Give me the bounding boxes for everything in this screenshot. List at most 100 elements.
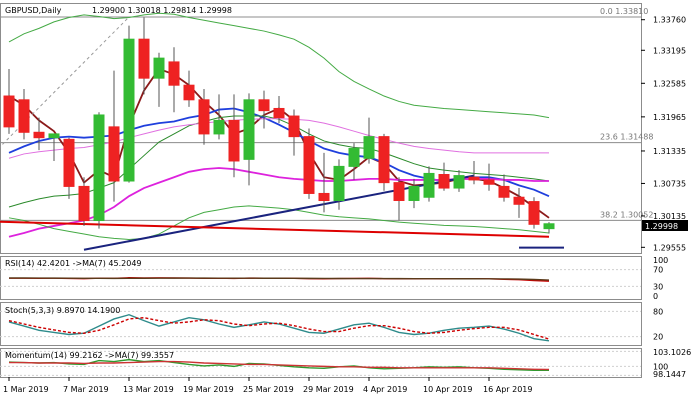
bb-upper-line — [8, 12, 550, 119]
candle — [168, 47, 180, 113]
candle-body — [528, 201, 540, 225]
candle — [108, 70, 120, 202]
candle — [318, 152, 330, 213]
candle-body — [513, 196, 525, 205]
stoch-label: Stoch(5,3,3) 9.8970 14.1900 — [5, 306, 120, 315]
candle — [423, 166, 435, 202]
candle — [18, 88, 30, 140]
candle-body — [273, 107, 285, 119]
candle-body — [78, 185, 90, 222]
candle — [63, 137, 75, 199]
candle — [213, 94, 225, 140]
date-tick-label: 10 Apr 2019 — [423, 385, 472, 394]
candle — [453, 170, 465, 192]
candle-body — [258, 99, 270, 112]
candle-body — [108, 126, 120, 182]
candle-body — [498, 185, 510, 198]
candle-body — [18, 99, 30, 133]
price-tick-label: 1.31335 — [653, 147, 686, 156]
candle-body — [408, 185, 420, 201]
date-tick-label: 25 Mar 2019 — [243, 385, 294, 394]
indicator-tick-label: 103.1026 — [653, 348, 691, 357]
candle-body — [453, 175, 465, 189]
momentum-ma-7--line — [9, 360, 550, 371]
candle-body — [153, 57, 165, 79]
candle — [48, 133, 60, 161]
rsi-ma-7--line — [9, 277, 550, 281]
date-tick-label: 7 Mar 2019 — [63, 385, 109, 394]
candle-body — [483, 179, 495, 185]
candle-body — [393, 182, 405, 201]
candle — [33, 117, 45, 151]
candle-body — [438, 174, 450, 189]
fib-level-label: 38.2 1.30052 — [600, 210, 653, 219]
candle — [363, 117, 375, 164]
candle — [378, 133, 390, 191]
stoch-k-line — [8, 314, 550, 342]
candle — [498, 174, 510, 202]
candle — [228, 94, 240, 178]
rsi-label: RSI(14) 42.4201 ->MA(7) 45.2049 — [5, 259, 142, 268]
candle — [528, 197, 540, 229]
candle — [78, 177, 90, 226]
date-tick-label: 13 Mar 2019 — [123, 385, 174, 394]
candle-body — [48, 133, 60, 139]
candle-body — [198, 99, 210, 135]
candle-body — [63, 138, 75, 187]
momentum-label: Momentum(14) 99.2162 ->MA(7) 99.3557 — [5, 351, 174, 360]
candle-body — [168, 61, 180, 86]
stoch-d-line — [8, 316, 550, 340]
candle-body — [378, 136, 390, 184]
candle — [138, 17, 150, 95]
candle-body — [123, 38, 135, 182]
date-tick-label: 16 Apr 2019 — [483, 385, 532, 394]
price-tick-label: 1.32585 — [653, 79, 686, 88]
indicator-tick-label: 100 — [653, 362, 668, 371]
candle-body — [93, 114, 105, 222]
candle-body — [3, 95, 15, 128]
indicator-tick-label: 100 — [653, 256, 668, 265]
candle — [243, 93, 255, 186]
candle-body — [288, 115, 300, 138]
candle-body — [183, 84, 195, 101]
indicator-tick-label: 20 — [653, 333, 663, 342]
candle — [183, 70, 195, 107]
candle-body — [33, 131, 45, 139]
candle-body — [213, 119, 225, 135]
last-price-label: 1.29998 — [645, 222, 678, 231]
price-tick-label: 1.31965 — [653, 113, 686, 122]
fib-level-label: 23.6 1.31488 — [600, 133, 653, 142]
candle-body — [138, 38, 150, 79]
candle — [123, 25, 135, 183]
candle — [258, 90, 270, 129]
candle-body — [423, 172, 435, 198]
indicator-tick-label: 98.1447 — [653, 370, 686, 379]
candle — [543, 222, 555, 234]
candle-body — [543, 223, 555, 230]
indicator-tick-label: 30 — [653, 282, 663, 291]
last-price-box — [642, 220, 688, 231]
candle — [93, 112, 105, 229]
candle — [468, 160, 480, 185]
candle — [393, 177, 405, 221]
dashed-diagonal — [0, 16, 130, 148]
date-tick-label: 19 Mar 2019 — [183, 385, 234, 394]
candle — [3, 68, 15, 134]
candle — [513, 188, 525, 218]
candle-body — [363, 136, 375, 159]
candle-body — [243, 99, 255, 160]
price-tick-label: 1.33760 — [653, 16, 686, 25]
indicator-tick-label: 80 — [653, 307, 663, 316]
main-chart-title: GBPUSD,Daily — [5, 6, 62, 15]
red-support-line — [0, 220, 550, 238]
candle — [348, 143, 360, 180]
candle — [288, 109, 300, 156]
indicator-tick-label: 70 — [653, 266, 663, 275]
ohlc-readout: 1.29900 1.30018 1.29814 1.29998 — [92, 6, 232, 15]
candle — [153, 52, 165, 107]
candle-body — [228, 119, 240, 162]
bb-lower-line — [8, 205, 550, 240]
candle-body — [303, 136, 315, 194]
candle — [333, 159, 345, 210]
